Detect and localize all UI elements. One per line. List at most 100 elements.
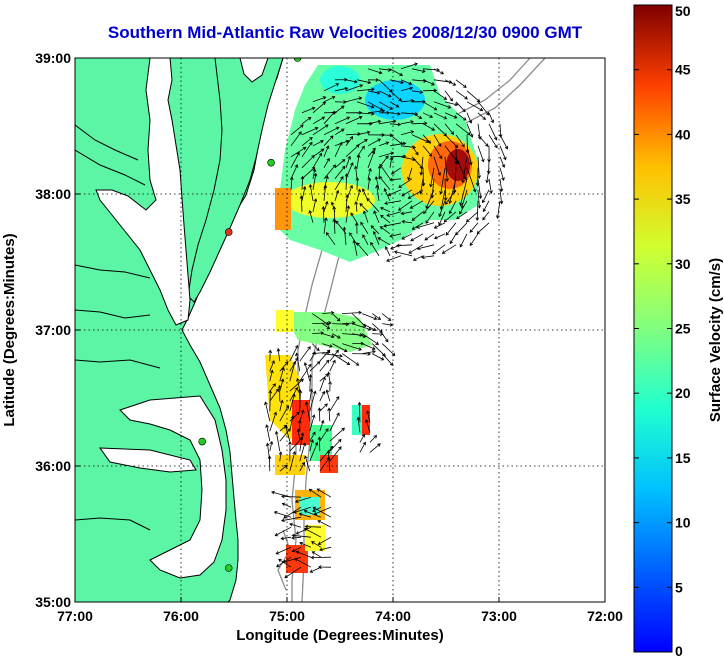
x-tick-label: 73:00 — [481, 608, 517, 624]
velocity-arrow — [466, 123, 474, 138]
velocity-arrow — [389, 141, 407, 147]
velocity-arrow — [319, 376, 326, 392]
velocity-arrow — [423, 200, 435, 215]
delaware-bay — [239, 58, 269, 83]
velocity-arrow — [477, 112, 486, 121]
velocity-arrow — [400, 62, 418, 70]
velocity-arrow — [444, 101, 459, 107]
velocity-arrow — [308, 209, 314, 223]
velocity-arrow — [396, 243, 413, 248]
velocity-arrow — [380, 214, 391, 224]
velocity-arrow — [289, 436, 304, 452]
velocity-arrow — [401, 189, 413, 197]
velocity-arrow — [289, 450, 297, 472]
velocity-arrow — [279, 399, 284, 412]
velocity-arrow — [421, 255, 435, 260]
velocity-arrow — [312, 96, 327, 103]
velocity-arrow — [279, 378, 285, 392]
velocity-arrow — [289, 393, 296, 412]
velocity-arrow — [379, 175, 391, 191]
velocity-arrow — [284, 566, 302, 579]
velocity-arrow — [434, 233, 446, 240]
velocity-arrow — [329, 427, 345, 442]
velocity-arrow — [312, 198, 318, 212]
velocity-arrow — [424, 233, 435, 241]
velocity-arrow — [299, 409, 305, 422]
velocity-arrow — [461, 156, 468, 184]
velocity-arrow — [301, 126, 319, 136]
velocity-arrow — [373, 210, 380, 223]
velocity-arrow — [449, 233, 457, 245]
velocity-arrow — [345, 205, 351, 223]
velocity-arrow — [299, 346, 311, 362]
velocity-arrow — [411, 121, 428, 126]
velocity-arrow — [289, 378, 304, 392]
velocity-arrow — [279, 361, 289, 372]
velocity-arrow — [312, 168, 317, 179]
velocity-arrow — [433, 68, 445, 75]
velocity-arrow — [444, 112, 458, 119]
velocity-arrow — [309, 351, 316, 362]
velocity-arrow — [322, 343, 333, 348]
velocity-arrow — [477, 101, 490, 116]
velocity-arrow — [455, 134, 465, 148]
velocity-arrow — [334, 176, 344, 191]
velocity-arrow — [321, 323, 331, 330]
velocity-arrow — [475, 200, 480, 221]
velocity-arrow — [429, 167, 435, 188]
velocity-arrow — [443, 178, 448, 202]
velocity-arrow — [367, 150, 376, 168]
velocity-arrow — [360, 221, 369, 235]
velocity-arrow — [281, 494, 302, 499]
velocity-arrow — [366, 410, 371, 423]
velocity-arrow — [476, 222, 490, 235]
velocity-arrow — [322, 333, 335, 339]
velocity-arrow — [407, 189, 424, 199]
velocity-arrow — [312, 506, 332, 518]
colorbar-ticks: 0 5 10 15 20 25 30 35 40 45 50 — [634, 3, 691, 659]
velocity-arrow — [299, 432, 305, 452]
velocity-arrow — [455, 156, 467, 181]
velocity-arrow — [325, 389, 331, 402]
velocity-arrow — [448, 200, 457, 215]
velocity-arrow — [456, 211, 468, 220]
velocity-arrow — [349, 232, 358, 246]
velocity-arrow — [389, 122, 402, 127]
velocity-arrow — [482, 200, 490, 213]
velocity-arrow — [381, 333, 389, 343]
velocity-arrow — [466, 90, 481, 103]
velocity-arrow — [281, 516, 302, 523]
velocity-arrow — [400, 120, 414, 125]
velocity-arrow — [269, 360, 275, 372]
velocity-arrow — [289, 176, 294, 190]
velocity-arrow — [356, 416, 361, 433]
velocity-arrow — [323, 145, 330, 157]
velocity-arrow — [477, 145, 485, 163]
y-tick-label: 35:00 — [35, 594, 71, 610]
station-marker — [198, 437, 206, 446]
velocity-arrow — [309, 431, 316, 442]
velocity-arrow — [312, 331, 325, 335]
velocity-arrow — [300, 175, 305, 190]
velocity-arrow — [308, 183, 314, 201]
velocity-arrow — [345, 144, 360, 158]
velocity-arrow — [269, 369, 274, 382]
velocity-arrow — [382, 322, 394, 327]
velocity-arrow — [389, 156, 394, 168]
velocity-arrow — [411, 145, 419, 156]
velocity-arrow — [312, 140, 324, 147]
x-axis: 77:00 76:00 75:00 74:00 73:00 72:00 — [57, 597, 623, 624]
albemarle-sound — [98, 447, 197, 473]
velocity-arrow — [422, 145, 433, 157]
x-tick-label: 75:00 — [269, 608, 305, 624]
velocity-arrow — [295, 550, 312, 558]
velocity-arrow — [387, 189, 402, 197]
velocity-arrow — [341, 353, 360, 366]
velocity-arrow — [334, 141, 343, 157]
velocity-arrow — [454, 145, 459, 165]
velocity-arrow — [432, 244, 446, 255]
velocity-arrow — [299, 363, 312, 382]
velocity-arrow — [334, 189, 340, 201]
velocity-arrow — [310, 555, 332, 560]
velocity-arrow — [445, 222, 457, 236]
